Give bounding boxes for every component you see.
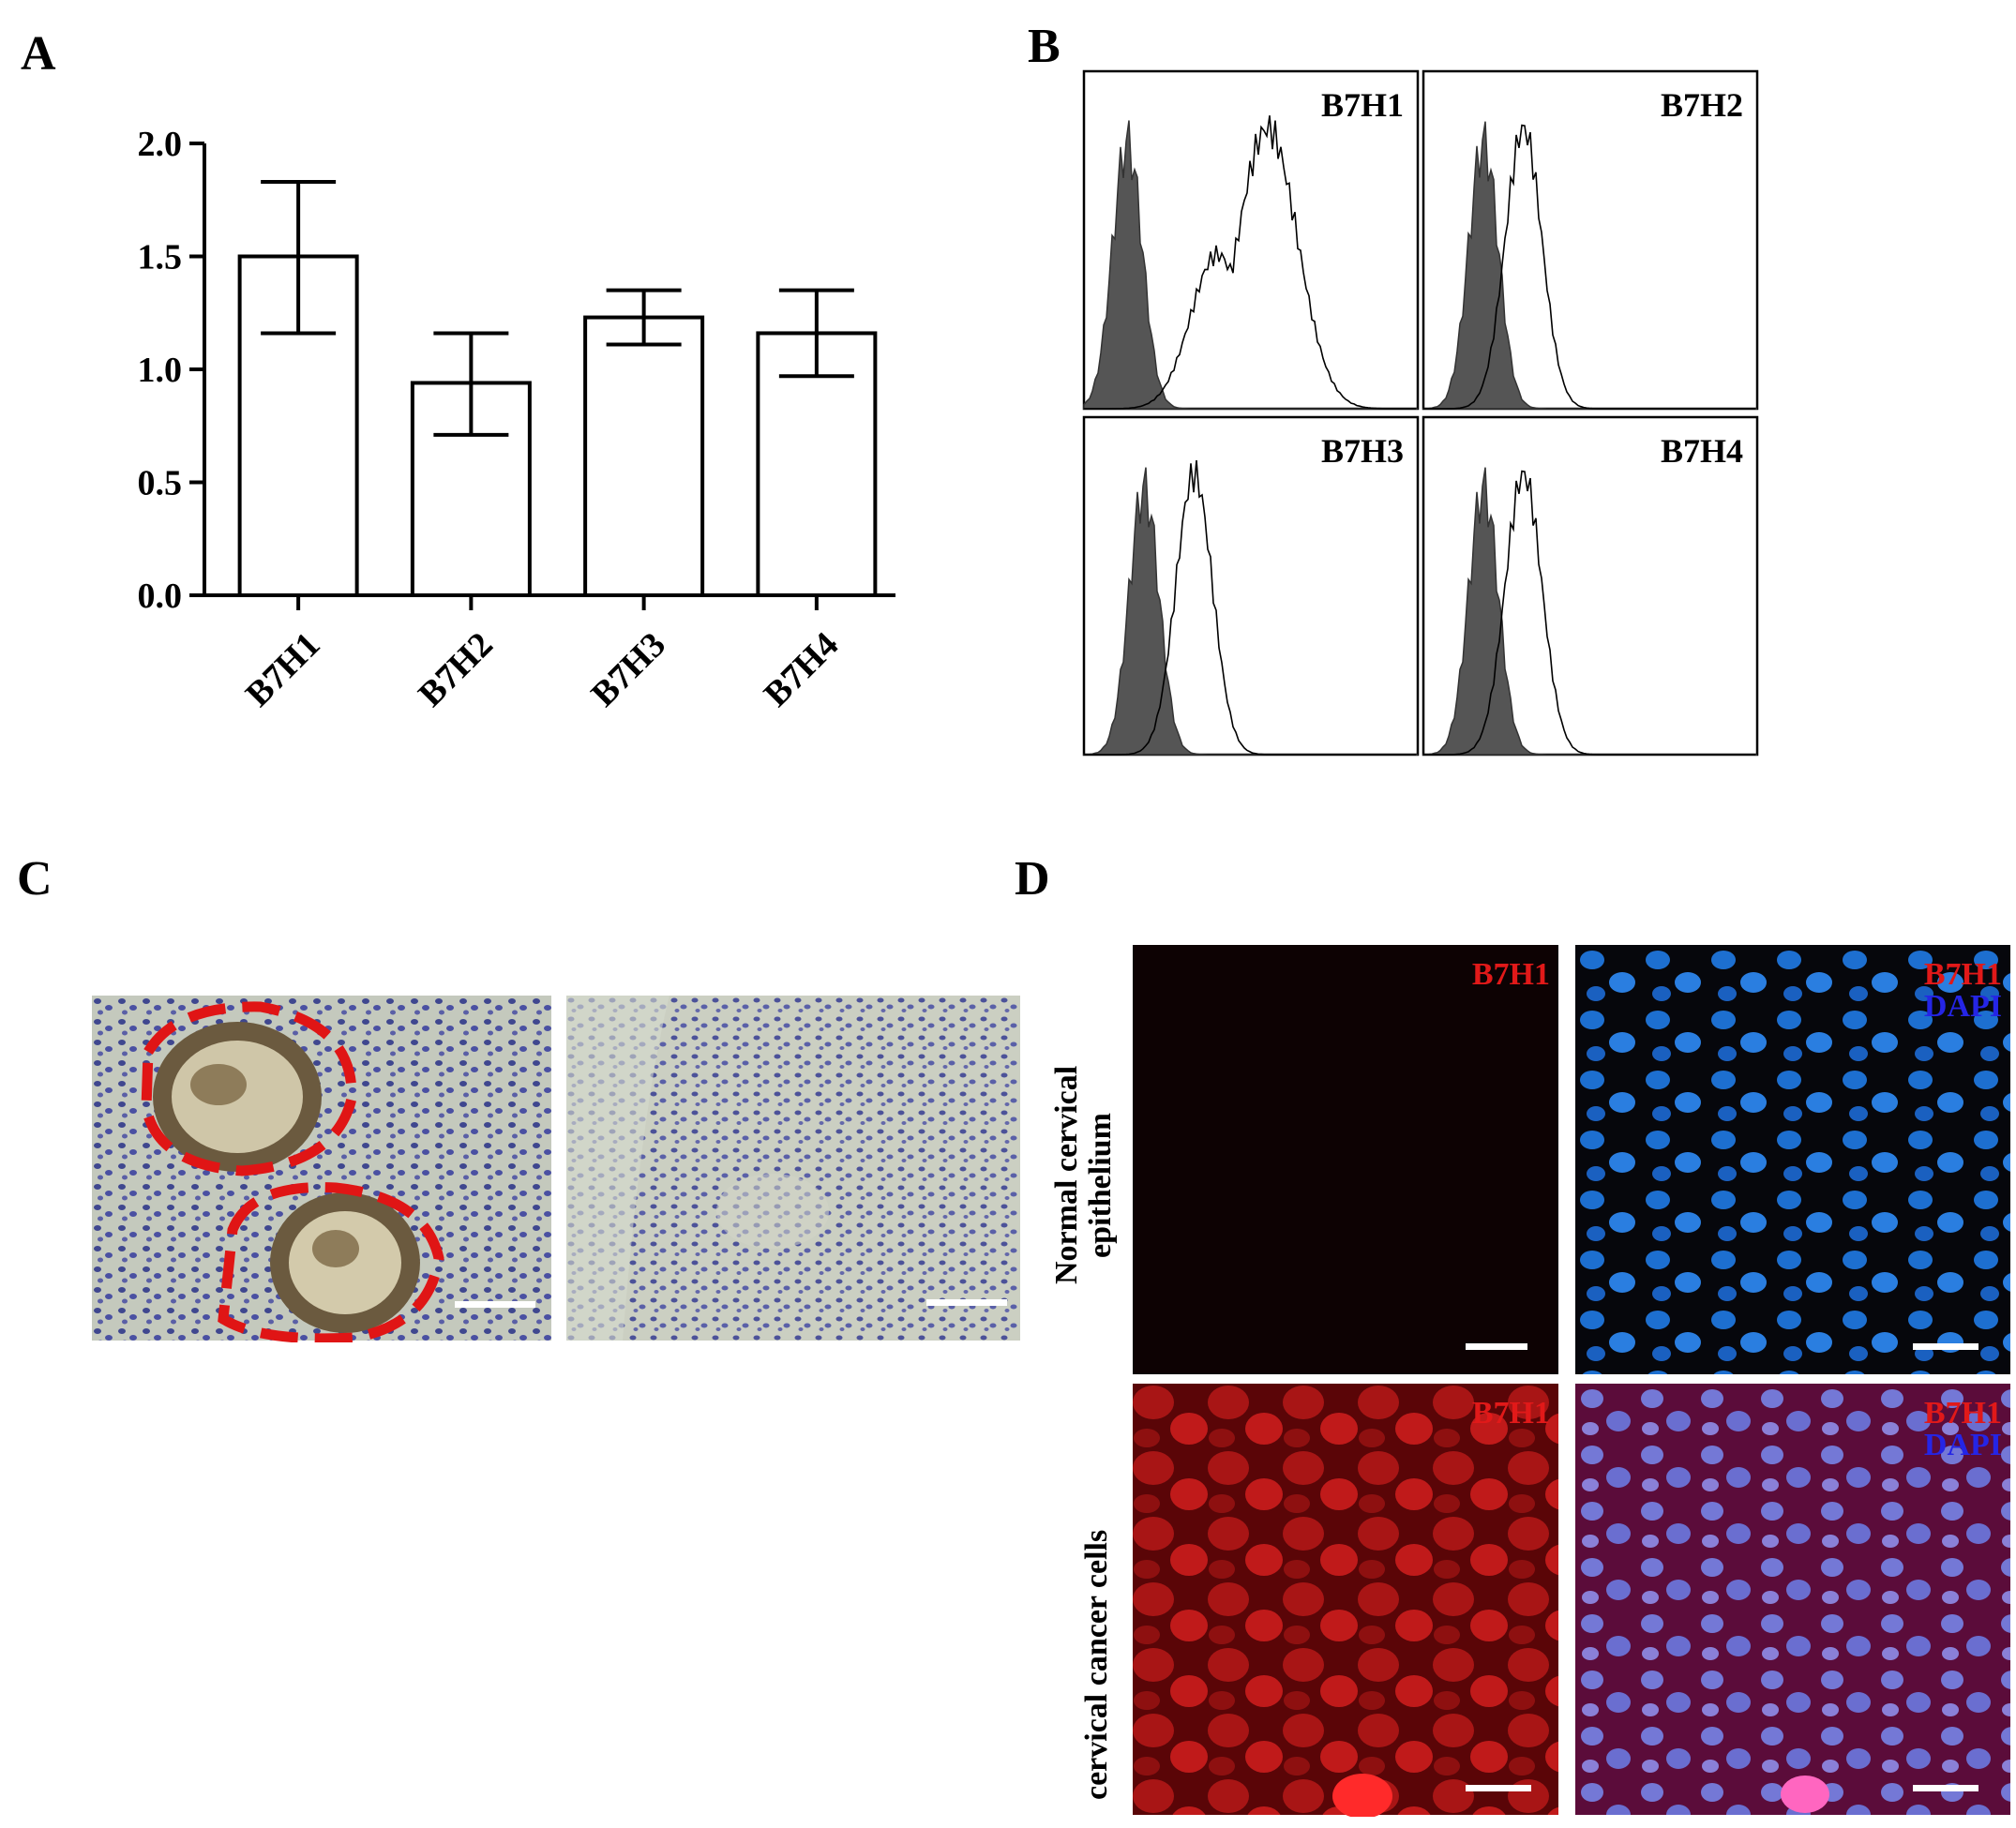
dashed-outline-lower (218, 1182, 444, 1342)
if-label-b7h1: B7H1 (1924, 1396, 2002, 1431)
x-tick-label: B7H2 (411, 625, 500, 714)
ihc-images (92, 996, 1020, 1342)
if-normal-b7h1: B7H1 (1133, 945, 1558, 1374)
row-label-cancer-text: cervical cancer cells (1079, 1530, 1114, 1800)
histogram-b7h4: B7H4 (1422, 415, 1759, 757)
histogram-open (1084, 115, 1416, 410)
if-normal-merge: B7H1 DAPI (1575, 945, 2010, 1374)
bar-chart: 0.0 0.5 1.0 1.5 2.0 B7H1 B7H2 B7H3 B7H4 (138, 125, 895, 714)
histogram-open (1084, 459, 1416, 756)
scale-bar (926, 1299, 1007, 1306)
panel-letter-b: B (1028, 20, 1061, 73)
scale-bar (1913, 1343, 1978, 1350)
bar-b7h3 (583, 315, 705, 597)
x-tick-label: B7H1 (238, 625, 327, 714)
ihc-left-image (92, 996, 551, 1342)
histogram-label: B7H2 (1661, 86, 1743, 124)
y-tick-label: 0.5 (138, 464, 183, 503)
panel-letter-d: D (1015, 852, 1050, 906)
histogram-b7h1: B7H1 (1082, 69, 1420, 411)
scale-bar (1913, 1785, 1978, 1791)
if-label-b7h1: B7H1 (1472, 957, 1550, 992)
histogram-open (1423, 124, 1755, 410)
if-images: B7H1 B7H1 DAPI B7H1 B7H1 DAPI (1133, 945, 2010, 1817)
histogram-b7h2: B7H2 (1422, 69, 1759, 411)
histogram-label: B7H3 (1321, 432, 1404, 470)
y-tick-label: 1.5 (138, 238, 183, 277)
panel-letter-a: A (21, 27, 56, 81)
histogram-label: B7H1 (1321, 86, 1404, 124)
if-cancer-merge: B7H1 DAPI (1575, 1384, 2010, 1815)
histogram-filled (1083, 120, 1418, 410)
histogram-label: B7H4 (1661, 432, 1743, 470)
x-tick-label: B7H4 (757, 625, 846, 714)
x-tick-label: B7H3 (584, 625, 673, 714)
row-label-cancer: cervical cancer cells (1067, 1434, 1123, 1809)
flow-histograms: B7H1 B7H2 B7H3 B7H4 (1082, 69, 1759, 757)
if-label-dapi: DAPI (1924, 989, 2002, 1024)
if-label-b7h1: B7H1 (1924, 957, 2002, 992)
y-tick-label: 2.0 (138, 125, 183, 164)
scale-bar (1466, 1785, 1531, 1791)
if-label-b7h1: B7H1 (1472, 1396, 1550, 1431)
row-label-normal-line1: Normal cervical (1049, 1066, 1084, 1284)
scale-bar (455, 1301, 535, 1308)
row-label-normal-line2: epithelium (1083, 1113, 1118, 1258)
y-tick-label: 1.0 (138, 351, 183, 390)
dashed-outline-upper (141, 1001, 357, 1176)
if-cancer-b7h1: B7H1 (1133, 1384, 1558, 1817)
row-label-normal: Normal cervical epithelium (1039, 1041, 1118, 1284)
histogram-b7h3: B7H3 (1082, 415, 1420, 757)
histogram-open (1423, 470, 1755, 756)
y-tick-label: 0.0 (138, 577, 183, 616)
panel-letter-c: C (17, 852, 53, 906)
scale-bar (1466, 1343, 1527, 1350)
if-label-dapi: DAPI (1924, 1428, 2002, 1462)
ihc-right-image (566, 996, 1020, 1341)
